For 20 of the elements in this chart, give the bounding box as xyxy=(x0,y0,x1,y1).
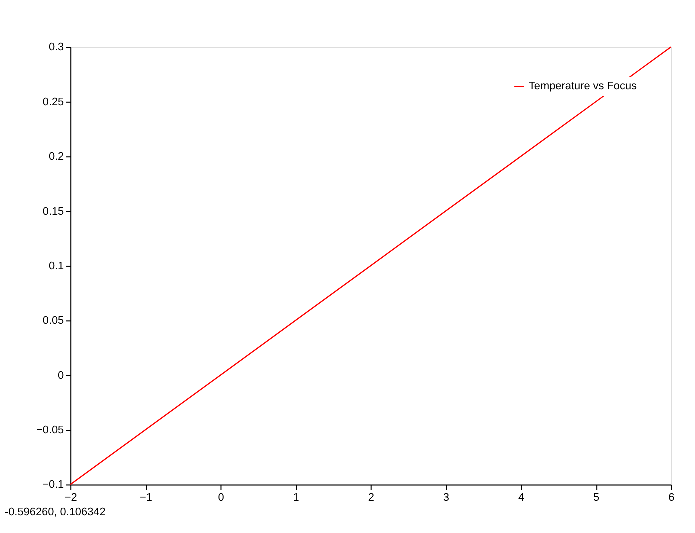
y-tick-label: 0.1 xyxy=(48,260,64,272)
legend-label: Temperature vs Focus xyxy=(528,80,638,92)
text: -0.596260, 0.106342 xyxy=(4,506,106,519)
y-tick-label: 0.05 xyxy=(42,315,64,328)
y-tick-label: 0.2 xyxy=(48,151,64,164)
x-tick-label: −1 xyxy=(140,492,152,504)
y-tick-label: −0.05 xyxy=(36,424,64,437)
x-tick-label: 3 xyxy=(443,492,450,504)
x-tick-label: 6 xyxy=(668,492,675,504)
y-tick-label: 0 xyxy=(58,370,64,382)
y-tick-label: 0.3 xyxy=(48,42,64,54)
x-tick-label: 5 xyxy=(594,492,600,504)
y-tick-label: −0.1 xyxy=(42,479,64,492)
y-tick-label: 0.25 xyxy=(42,96,64,108)
x-tick-label: 0 xyxy=(218,492,224,504)
x-tick-label: 2 xyxy=(368,492,374,504)
y-tick-label: 0.15 xyxy=(42,206,64,218)
x-tick-label: 4 xyxy=(518,492,525,504)
x-tick-label: 1 xyxy=(293,492,300,504)
x-tick-label: −2 xyxy=(64,492,78,504)
